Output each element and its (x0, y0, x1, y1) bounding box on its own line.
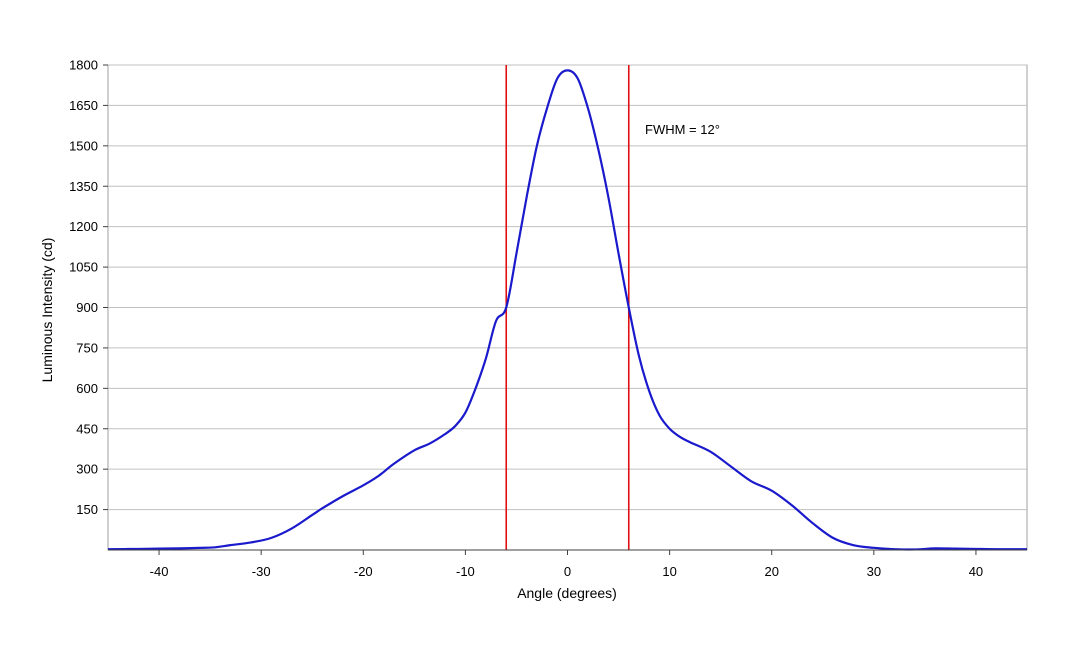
y-tick-label: 750 (76, 340, 98, 355)
y-tick-label: 1500 (69, 138, 98, 153)
x-tick-label: -40 (150, 564, 169, 579)
series-layer (107, 69, 1028, 551)
grid-layer (107, 64, 1028, 551)
y-axis-title: Luminous Intensity (cd) (39, 238, 55, 383)
y-tick-label: 1800 (69, 58, 98, 73)
y-tick-label: 1650 (69, 98, 98, 113)
fwhm-annotation: FWHM = 12° (645, 122, 720, 137)
x-tick-label: -20 (354, 564, 373, 579)
x-axis-title: Angle (degrees) (517, 585, 617, 601)
y-tick-label: 900 (76, 300, 98, 315)
y-tick-label: 450 (76, 421, 98, 436)
y-tick-label: 300 (76, 462, 98, 477)
y-tick-label: 150 (76, 502, 98, 517)
x-tick-label: 30 (867, 564, 881, 579)
y-tick-label: 1200 (69, 219, 98, 234)
y-tick-label: 1050 (69, 260, 98, 275)
x-tick-label: 20 (764, 564, 778, 579)
x-tick-label: -10 (456, 564, 475, 579)
series-line (107, 69, 1028, 551)
x-tick-label: 0 (564, 564, 571, 579)
y-tick-label: 1350 (69, 179, 98, 194)
x-tick-label: -30 (252, 564, 271, 579)
axis-layer: 1503004506007509001050120013501500165018… (69, 58, 1027, 579)
x-tick-label: 10 (662, 564, 676, 579)
x-tick-label: 40 (969, 564, 983, 579)
y-tick-label: 600 (76, 381, 98, 396)
